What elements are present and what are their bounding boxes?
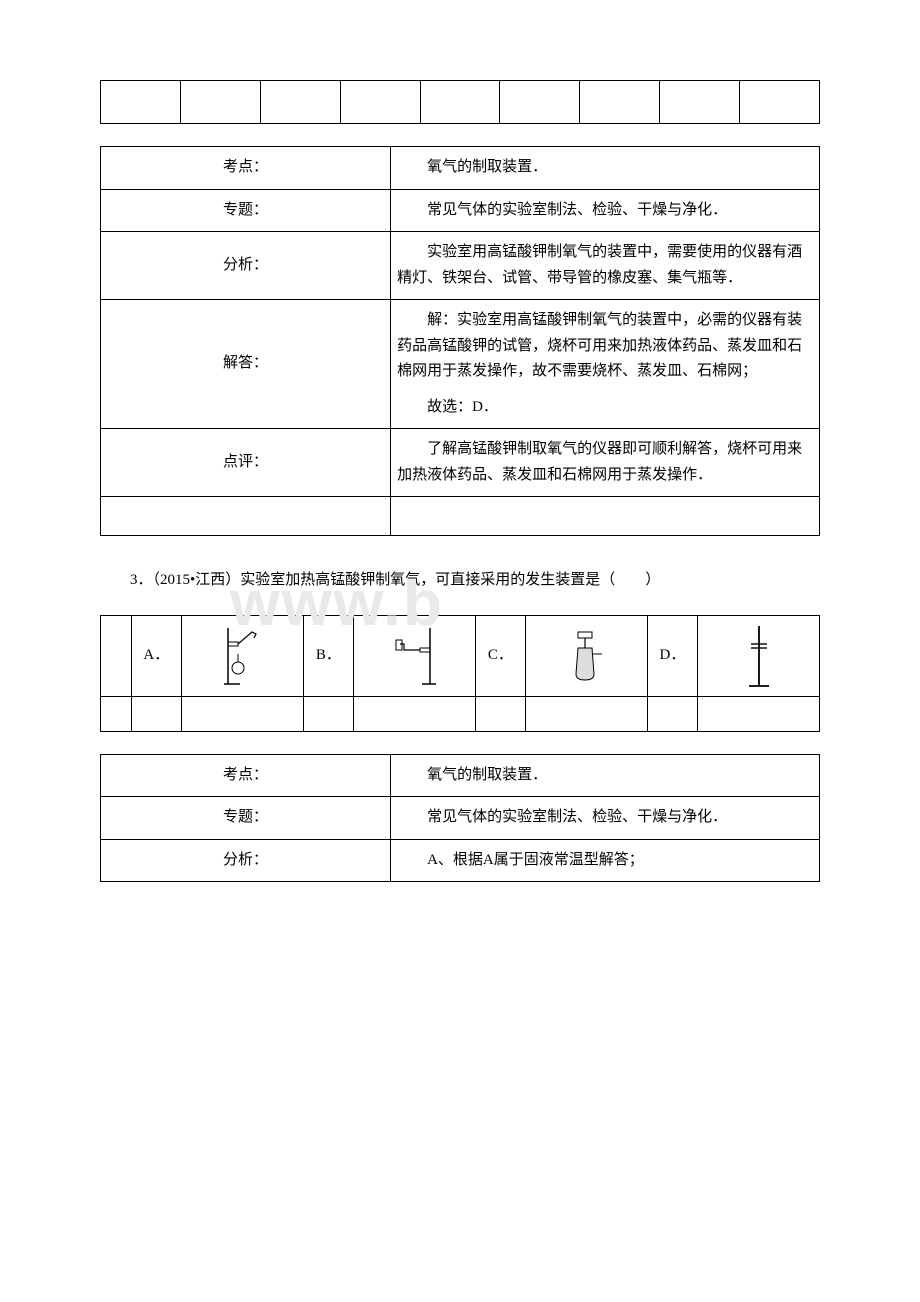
row-label: 分析： xyxy=(101,839,391,882)
row-content: 实验室用高锰酸钾制氧气的装置中，需要使用的仪器有酒精灯、铁架台、试管、带导管的橡… xyxy=(391,232,820,300)
option-image-a xyxy=(181,615,303,696)
empty-cell xyxy=(475,696,525,731)
table-row: 解答： 解：实验室用高锰酸钾制氧气的装置中，必需的仪器有装药品高锰酸钾的试管，烧… xyxy=(101,300,820,429)
empty-cell xyxy=(698,696,820,731)
option-label-a: A． xyxy=(131,615,181,696)
row-label: 专题： xyxy=(101,189,391,232)
analysis-table-1: 考点： 氧气的制取装置． 专题： 常见气体的实验室制法、检验、干燥与净化． 分析… xyxy=(100,146,820,536)
top-empty-table xyxy=(100,80,820,124)
empty-cell xyxy=(180,81,260,124)
empty-cell xyxy=(740,81,820,124)
row-content: 解：实验室用高锰酸钾制氧气的装置中，必需的仪器有装药品高锰酸钾的试管，烧杯可用来… xyxy=(391,300,820,429)
row-label: 专题： xyxy=(101,797,391,840)
empty-cell xyxy=(131,696,181,731)
answer-body: 解：实验室用高锰酸钾制氧气的装置中，必需的仪器有装药品高锰酸钾的试管，烧杯可用来… xyxy=(397,308,813,385)
row-content: 常见气体的实验室制法、检验、干燥与净化． xyxy=(391,189,820,232)
empty-cell xyxy=(500,81,580,124)
empty-cell xyxy=(101,81,181,124)
table-row: 专题： 常见气体的实验室制法、检验、干燥与净化． xyxy=(101,797,820,840)
table-row: 分析： A、根据A属于固液常温型解答； xyxy=(101,839,820,882)
empty-cell xyxy=(303,696,353,731)
row-content: A、根据A属于固液常温型解答； xyxy=(391,839,820,882)
apparatus-b-icon xyxy=(392,624,436,688)
table-row: 点评： 了解高锰酸钾制取氧气的仪器即可顺利解答，烧杯可用来加热液体药品、蒸发皿和… xyxy=(101,429,820,497)
empty-cell xyxy=(391,497,820,536)
option-image-d xyxy=(698,615,820,696)
empty-cell xyxy=(420,81,500,124)
table-row: 考点： 氧气的制取装置． xyxy=(101,147,820,190)
empty-cell xyxy=(260,81,340,124)
row-label: 分析： xyxy=(101,232,391,300)
option-image-b xyxy=(354,615,476,696)
apparatus-a-icon xyxy=(222,624,262,688)
table-row: 专题： 常见气体的实验室制法、检验、干燥与净化． xyxy=(101,189,820,232)
row-label: 考点： xyxy=(101,754,391,797)
empty-cell xyxy=(101,615,132,696)
empty-cell xyxy=(660,81,740,124)
row-label: 点评： xyxy=(101,429,391,497)
question-3-text: 3．（2015•江西）实验室加热高锰酸钾制氧气，可直接采用的发生装置是（ ） xyxy=(100,566,820,595)
apparatus-d-icon xyxy=(745,624,773,688)
empty-cell xyxy=(340,81,420,124)
empty-cell xyxy=(181,696,303,731)
answer-choice: 故选：D． xyxy=(397,395,813,421)
row-content: 了解高锰酸钾制取氧气的仪器即可顺利解答，烧杯可用来加热液体药品、蒸发皿和石棉网用… xyxy=(391,429,820,497)
table-row: 分析： 实验室用高锰酸钾制氧气的装置中，需要使用的仪器有酒精灯、铁架台、试管、带… xyxy=(101,232,820,300)
empty-cell xyxy=(354,696,476,731)
row-content: 氧气的制取装置． xyxy=(391,754,820,797)
analysis-table-2: 考点： 氧气的制取装置． 专题： 常见气体的实验室制法、检验、干燥与净化． 分析… xyxy=(100,754,820,883)
row-content: 常见气体的实验室制法、检验、干燥与净化． xyxy=(391,797,820,840)
option-label-b: B． xyxy=(303,615,353,696)
option-label-d: D． xyxy=(647,615,697,696)
row-label: 解答： xyxy=(101,300,391,429)
empty-cell xyxy=(101,696,132,731)
options-table: A． B． xyxy=(100,615,820,732)
option-image-c xyxy=(526,615,648,696)
empty-cell xyxy=(526,696,648,731)
row-content: 氧气的制取装置． xyxy=(391,147,820,190)
table-row-empty xyxy=(101,497,820,536)
option-label-c: C． xyxy=(475,615,525,696)
empty-cell xyxy=(101,497,391,536)
apparatus-c-icon xyxy=(564,624,608,688)
empty-cell xyxy=(580,81,660,124)
row-label: 考点： xyxy=(101,147,391,190)
empty-cell xyxy=(647,696,697,731)
options-row: A． B． xyxy=(101,615,820,696)
options-empty-row xyxy=(101,696,820,731)
table-row: 考点： 氧气的制取装置． xyxy=(101,754,820,797)
